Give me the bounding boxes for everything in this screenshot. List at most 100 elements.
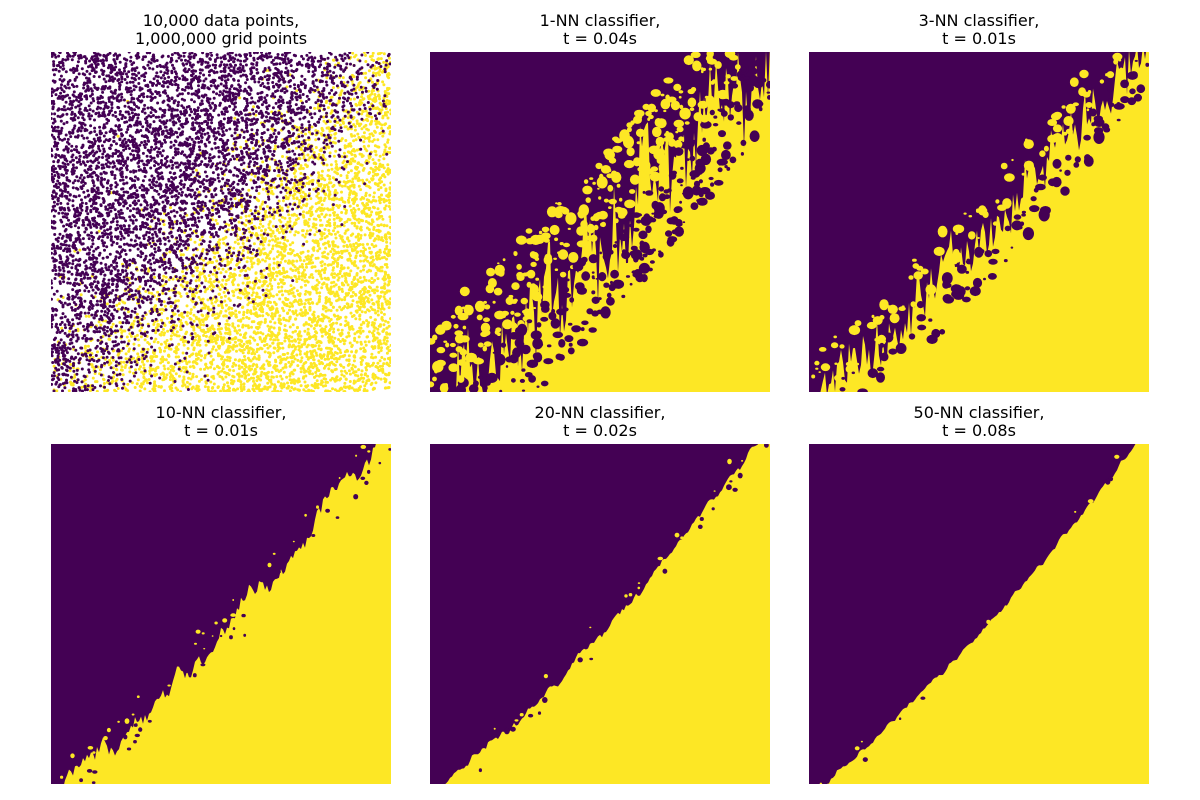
data-point	[366, 299, 370, 303]
data-point	[128, 370, 132, 374]
data-point	[347, 331, 351, 335]
data-point	[371, 356, 375, 360]
data-point	[353, 370, 357, 374]
data-point	[228, 104, 232, 108]
data-point	[288, 308, 291, 312]
data-point	[302, 323, 306, 327]
data-point	[358, 124, 361, 128]
data-point	[317, 176, 321, 179]
data-point	[318, 362, 322, 366]
data-point	[268, 251, 272, 255]
data-point	[329, 378, 333, 382]
data-point	[247, 378, 251, 381]
data-point	[379, 265, 383, 269]
data-point	[202, 328, 205, 332]
scatter-plot	[51, 52, 391, 392]
data-point	[217, 344, 221, 348]
data-point	[351, 290, 355, 294]
data-point	[386, 110, 390, 114]
data-point	[297, 255, 301, 258]
data-point	[349, 288, 353, 292]
data-point	[382, 295, 386, 299]
data-point	[226, 355, 230, 359]
data-point	[340, 274, 344, 278]
data-point	[279, 382, 283, 386]
data-point	[162, 223, 166, 227]
data-point	[209, 365, 213, 369]
data-point	[389, 207, 391, 211]
data-point	[373, 114, 377, 118]
data-point	[294, 311, 297, 315]
data-point	[299, 285, 303, 289]
data-point	[193, 240, 197, 244]
data-point	[361, 97, 365, 101]
data-point	[370, 218, 374, 222]
data-point	[279, 278, 282, 282]
data-point	[242, 382, 246, 386]
data-point	[384, 272, 387, 276]
data-point	[220, 341, 224, 345]
data-point	[374, 355, 378, 359]
data-point	[362, 249, 365, 253]
data-point	[292, 378, 296, 382]
panel-title-line-2: 1,000,000 grid points	[134, 29, 308, 48]
data-point	[113, 208, 117, 212]
scatter-svg	[51, 52, 391, 392]
data-point	[252, 372, 256, 376]
data-point	[188, 135, 192, 139]
data-point	[233, 197, 237, 201]
data-point	[267, 274, 271, 278]
data-point	[373, 106, 377, 110]
data-point	[156, 324, 160, 328]
data-point	[366, 364, 369, 368]
data-point	[194, 247, 198, 251]
data-point	[209, 270, 213, 274]
data-point	[353, 275, 356, 279]
data-point	[303, 223, 307, 226]
data-point	[353, 196, 357, 200]
data-point	[348, 218, 352, 222]
data-point	[303, 338, 307, 341]
data-point	[370, 115, 374, 119]
data-point	[270, 370, 274, 374]
data-point	[368, 193, 372, 197]
data-point	[270, 314, 273, 318]
data-point	[359, 225, 363, 229]
data-point	[301, 229, 304, 233]
data-point	[265, 343, 269, 346]
data-point	[347, 196, 351, 200]
data-point	[283, 216, 287, 220]
data-point	[295, 313, 299, 317]
data-point	[163, 389, 166, 392]
data-point	[331, 247, 334, 251]
data-point	[354, 176, 358, 180]
data-point	[388, 191, 391, 195]
data-point	[347, 362, 351, 366]
data-point	[306, 158, 310, 162]
data-point	[130, 322, 134, 326]
data-point	[195, 317, 199, 321]
data-point	[217, 267, 221, 271]
data-point	[349, 157, 353, 161]
data-point	[255, 350, 259, 354]
data-point	[255, 365, 259, 369]
data-point	[252, 330, 256, 334]
data-point	[166, 361, 170, 365]
data-point	[251, 291, 255, 295]
data-point	[245, 260, 249, 264]
data-point	[265, 359, 269, 363]
data-point	[335, 264, 339, 268]
data-point	[347, 359, 351, 363]
data-point	[387, 205, 391, 208]
data-point	[64, 171, 68, 175]
data-point	[224, 222, 228, 226]
data-point	[380, 236, 384, 240]
data-point	[235, 349, 238, 353]
data-point	[326, 185, 330, 189]
data-point	[368, 250, 372, 254]
data-point	[343, 324, 347, 327]
data-point	[331, 176, 335, 180]
data-point	[289, 284, 293, 288]
data-point	[250, 217, 254, 221]
data-point	[331, 387, 334, 391]
